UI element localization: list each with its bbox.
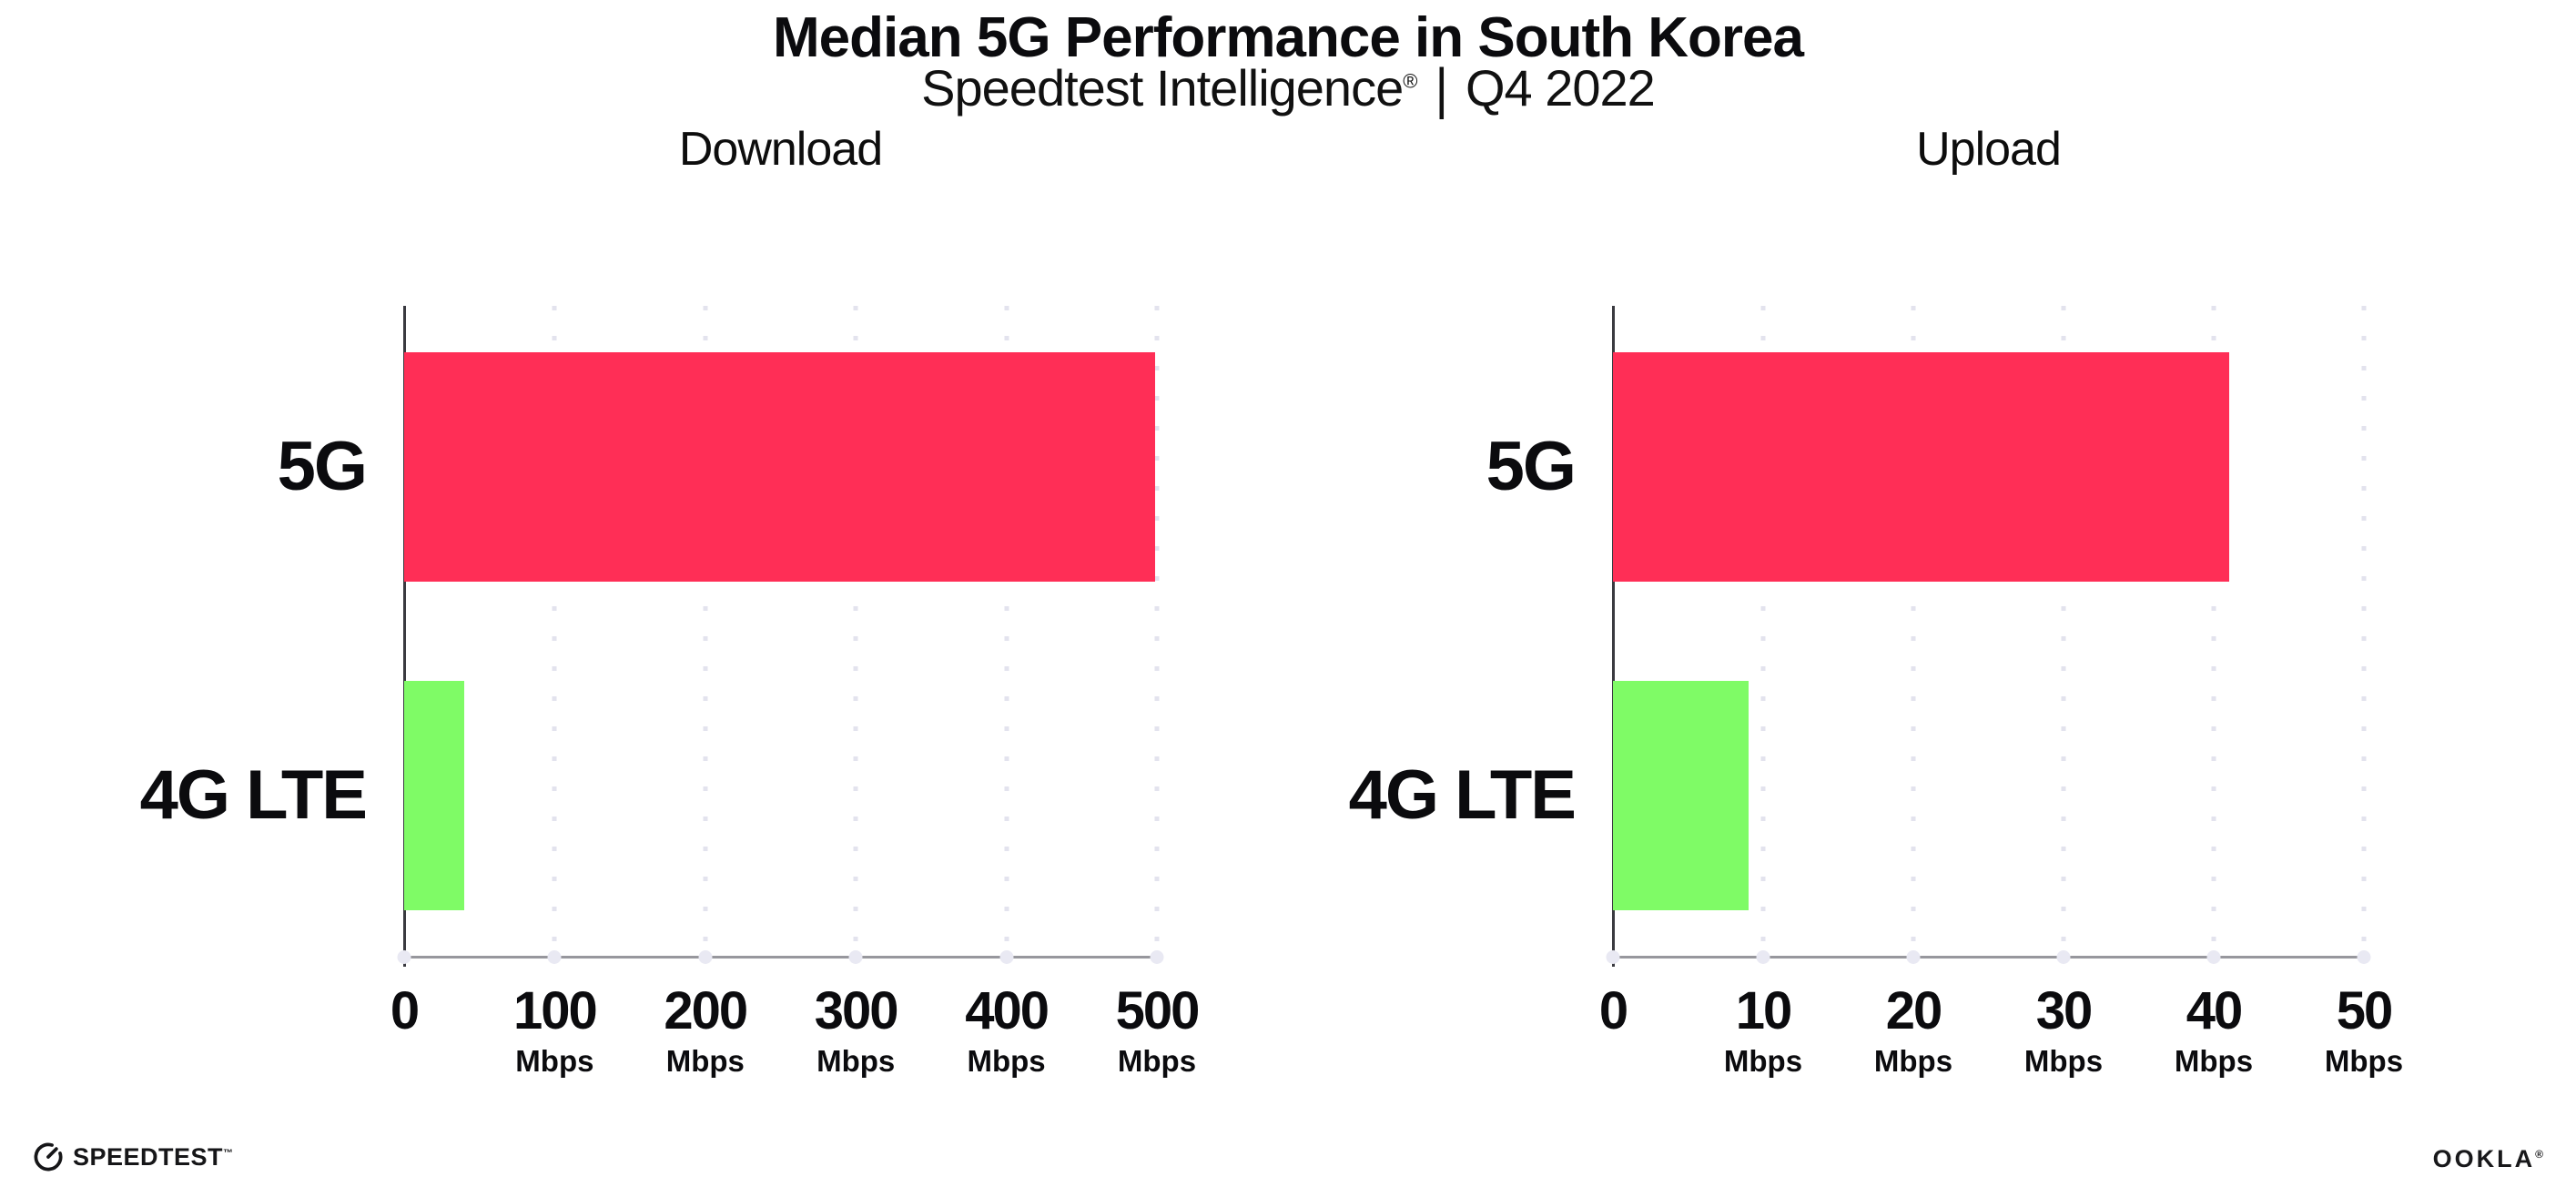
- download-x-axis-line: [404, 956, 1157, 959]
- gridline-200: [703, 306, 708, 958]
- x-tick-0: 0: [1598, 981, 1628, 1040]
- upload-chart: Upload 5G 4G LTE 0 10 Mbps 20 Mbps 30 Mbps 40 Mbp…: [1349, 123, 2403, 1076]
- x-tick-value: 400: [965, 981, 1050, 1040]
- axis-junction-dot-500: [1150, 950, 1164, 964]
- axis-junction-dot-20: [1906, 950, 1921, 964]
- x-tick-400: 400 Mbps: [965, 981, 1050, 1078]
- axis-junction-dot-30: [2056, 950, 2071, 964]
- speedtest-wordmark: SPEEDTEST™: [73, 1143, 234, 1172]
- axis-junction-dot-40: [2206, 950, 2221, 964]
- registered-mark: ®: [1403, 69, 1417, 93]
- x-tick-unit: Mbps: [2023, 1044, 2104, 1078]
- download-category-labels: 5G 4G LTE: [38, 306, 368, 958]
- x-tick-unit: Mbps: [816, 1044, 896, 1078]
- x-tick-value: 200: [664, 981, 748, 1040]
- x-tick-value: 0: [1598, 981, 1628, 1040]
- subtitle-period: Q4 2022: [1465, 59, 1656, 117]
- subtitle-separator: |: [1435, 56, 1448, 120]
- bar-5g: [1613, 351, 2229, 582]
- axis-junction-dot-50: [2357, 950, 2371, 964]
- download-y-axis-line: [403, 306, 406, 967]
- upload-x-axis-ticks: 0 10 Mbps 20 Mbps 30 Mbps 40 Mbps 50 Mbps: [1599, 981, 2403, 1103]
- speedtest-logo: SPEEDTEST™: [33, 1141, 234, 1172]
- speedtest-text: SPEEDTEST: [73, 1142, 224, 1171]
- x-tick-10: 10 Mbps: [1723, 981, 1803, 1078]
- download-chart-title: Download: [678, 123, 883, 176]
- download-x-axis-ticks: 0 100 Mbps 200 Mbps 300 Mbps 400 Mbps 500 Mbps: [390, 981, 1201, 1103]
- x-tick-unit: Mbps: [1873, 1044, 1953, 1078]
- page-title: Median 5G Performance in South Korea: [773, 6, 1804, 69]
- ookla-wordmark: OOKLA: [2432, 1145, 2536, 1172]
- axis-junction-dot-0: [397, 950, 411, 964]
- x-tick-300: 300 Mbps: [814, 981, 899, 1078]
- gridline-300: [853, 306, 858, 958]
- x-tick-30: 30 Mbps: [2023, 981, 2104, 1078]
- category-label-4g-lte: 4G LTE: [1348, 756, 1577, 834]
- x-tick-500: 500 Mbps: [1115, 981, 1201, 1078]
- speedtest-gauge-icon: [34, 1142, 63, 1172]
- gridline-100: [552, 306, 557, 958]
- x-tick-200: 200 Mbps: [664, 981, 748, 1078]
- x-tick-40: 40 Mbps: [2174, 981, 2254, 1078]
- axis-junction-dot-200: [698, 950, 713, 964]
- x-tick-value: 10: [1735, 981, 1793, 1040]
- x-tick-20: 20 Mbps: [1873, 981, 1953, 1078]
- download-plot-area: [397, 306, 1164, 967]
- bar-4g-lte: [404, 680, 465, 910]
- bar-4g-lte: [1613, 680, 1749, 910]
- x-tick-value: 0: [390, 981, 420, 1040]
- download-chart: Download 5G 4G LTE 0 100 Mbps 200 Mbps 300 Mbps…: [140, 123, 1201, 1076]
- category-label-5g: 5G: [277, 427, 368, 505]
- subtitle-brand: Speedtest Intelligence: [921, 59, 1404, 117]
- x-tick-unit: Mbps: [515, 1044, 594, 1078]
- gridline-20: [1911, 306, 1916, 958]
- x-tick-unit: Mbps: [665, 1044, 745, 1078]
- axis-junction-dot-0: [1606, 950, 1620, 964]
- gridline-50: [2361, 306, 2367, 958]
- x-tick-unit: Mbps: [1117, 1044, 1197, 1078]
- x-tick-0: 0: [390, 981, 420, 1040]
- x-tick-unit: Mbps: [967, 1044, 1046, 1078]
- upload-chart-title: Upload: [1916, 123, 2062, 176]
- gridline-30: [2061, 306, 2066, 958]
- category-label-4g-lte: 4G LTE: [139, 756, 368, 834]
- x-tick-value: 500: [1115, 981, 1201, 1040]
- x-tick-value: 300: [814, 981, 899, 1040]
- page-subtitle: Speedtest Intelligence® | Q4 2022: [0, 56, 2576, 119]
- x-tick-value: 50: [2336, 981, 2394, 1040]
- gridline-40: [2211, 306, 2216, 958]
- ookla-registered-mark: ®: [2535, 1148, 2543, 1161]
- x-tick-value: 20: [1885, 981, 1943, 1040]
- x-tick-100: 100 Mbps: [513, 981, 598, 1078]
- upload-plot-area: [1606, 306, 2371, 967]
- x-tick-value: 40: [2186, 981, 2244, 1040]
- axis-junction-dot-400: [999, 950, 1014, 964]
- x-tick-unit: Mbps: [1723, 1044, 1803, 1078]
- x-tick-50: 50 Mbps: [2324, 981, 2404, 1078]
- x-tick-unit: Mbps: [2324, 1044, 2404, 1078]
- x-tick-unit: Mbps: [2174, 1044, 2254, 1078]
- bar-5g: [404, 351, 1156, 582]
- axis-junction-dot-300: [848, 950, 863, 964]
- gridline-400: [1004, 306, 1009, 958]
- x-tick-value: 100: [513, 981, 598, 1040]
- gridline-10: [1760, 306, 1766, 958]
- gridline-500: [1154, 306, 1160, 958]
- upload-y-axis-line: [1612, 306, 1615, 967]
- ookla-logo: OOKLA®: [2433, 1145, 2543, 1173]
- x-tick-value: 30: [2035, 981, 2094, 1040]
- speedtest-trademark: ™: [223, 1147, 234, 1159]
- category-label-5g: 5G: [1486, 427, 1577, 505]
- upload-category-labels: 5G 4G LTE: [1247, 306, 1577, 958]
- axis-junction-dot-10: [1756, 950, 1770, 964]
- axis-junction-dot-100: [547, 950, 562, 964]
- upload-x-axis-line: [1613, 956, 2364, 959]
